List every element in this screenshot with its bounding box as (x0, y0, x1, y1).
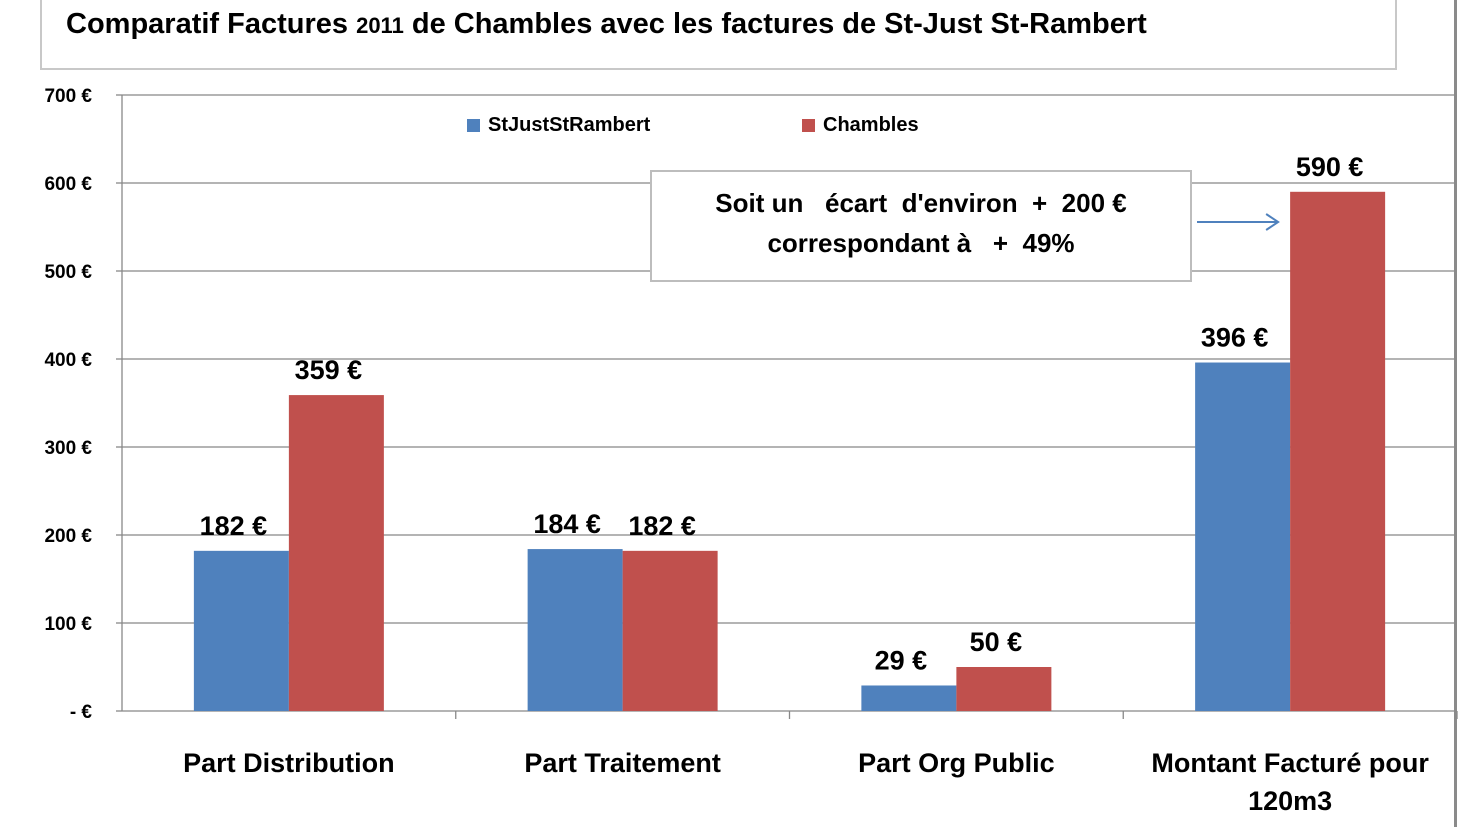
bar-stjust (527, 549, 623, 711)
legend-swatch-stjust (467, 119, 480, 132)
annotation-arrow-head (1265, 213, 1280, 231)
frame-right-border (1454, 0, 1457, 827)
legend-swatch-chambles (802, 119, 815, 132)
legend-item-chambles: Chambles (802, 114, 919, 137)
legend-label-stjust: StJustStRambert (488, 114, 651, 136)
chart-title-year: 2011 (356, 13, 404, 38)
y-tick-label: 600 € (44, 174, 92, 195)
x-category-label: 120m3 (1248, 786, 1332, 816)
data-label: 182 € (200, 511, 268, 541)
y-tick-label: 400 € (44, 350, 92, 371)
data-label: 50 € (970, 627, 1023, 657)
bar-chambles (288, 395, 384, 711)
annotation-line1: Soit un écart d'environ + 200 € (715, 188, 1127, 218)
y-tick-label: 100 € (44, 614, 92, 635)
y-tick-label: 200 € (44, 526, 92, 547)
data-label: 359 € (295, 355, 363, 385)
bar-stjust (861, 685, 957, 711)
bar-chambles (1290, 191, 1386, 712)
data-label: 590 € (1296, 152, 1364, 182)
bar-stjust (1195, 362, 1291, 711)
chart-title-part2: de Chambles avec les factures de St-Just… (403, 8, 1147, 40)
annotation-box: Soit un écart d'environ + 200 € correspo… (650, 170, 1192, 282)
legend-label-chambles: Chambles (823, 114, 919, 136)
bar-stjust (193, 550, 289, 711)
y-tick-label: 500 € (44, 262, 92, 283)
chart-title: Comparatif Factures 2011 de Chambles ave… (66, 8, 1147, 41)
data-label: 184 € (533, 509, 601, 539)
annotation-line2: correspondant à + 49% (767, 228, 1075, 258)
data-label: 396 € (1201, 323, 1269, 353)
y-tick-label: - € (70, 702, 93, 723)
bar-chambles (622, 550, 718, 711)
x-category-label: Montant Facturé pour (1151, 748, 1429, 778)
y-tick-label: 300 € (44, 438, 92, 459)
title-box: Comparatif Factures 2011 de Chambles ave… (40, 0, 1397, 70)
data-label: 29 € (875, 645, 928, 675)
y-tick-label: 700 € (44, 86, 92, 107)
data-label: 182 € (628, 511, 696, 541)
bar-chambles (956, 667, 1052, 711)
legend-item-stjust: StJustStRambert (467, 114, 650, 137)
x-category-label: Part Org Public (858, 748, 1055, 778)
chart-title-part1: Comparatif Factures (66, 8, 357, 40)
x-category-label: Part Distribution (183, 748, 395, 778)
x-category-label: Part Traitement (524, 748, 721, 778)
